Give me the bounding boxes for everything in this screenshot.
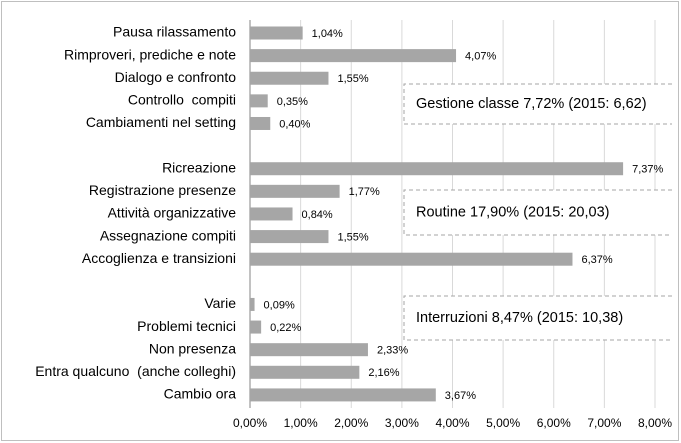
y-tick-label: Controllo compiti	[128, 92, 236, 108]
data-label: 0,09%	[264, 299, 295, 311]
bar	[250, 252, 573, 266]
x-tick-label: 3,00%	[385, 416, 419, 430]
x-tick-label: 2,00%	[334, 416, 368, 430]
bar	[250, 26, 303, 40]
data-label: 0,40%	[279, 118, 310, 130]
annotation: Routine 17,90% (2015: 20,03)	[416, 204, 609, 220]
data-label: 0,84%	[302, 209, 333, 221]
data-label: 3,67%	[445, 390, 476, 402]
data-label: 1,55%	[337, 73, 368, 85]
annotation-frame	[403, 83, 672, 125]
y-tick-label: Varie	[204, 295, 236, 311]
y-tick-label: Registrazione presenze	[89, 182, 236, 198]
bar	[250, 49, 457, 63]
y-tick-label: Problemi tecnici	[137, 318, 236, 334]
bar	[250, 116, 271, 130]
bar	[250, 162, 624, 176]
y-tick-label: Entra qualcuno (anche colleghi)	[35, 363, 236, 379]
annotation-bg	[404, 84, 672, 124]
x-tick-label: 7,00%	[587, 416, 621, 430]
y-tick-label: Rimproveri, prediche e note	[64, 46, 236, 62]
annotation-bg	[404, 296, 672, 340]
x-tick-label: 4,00%	[435, 416, 469, 430]
data-label: 0,35%	[277, 96, 308, 108]
bar	[250, 388, 436, 402]
y-tick-label: Cambio ora	[164, 386, 237, 402]
x-tick-label: 5,00%	[486, 416, 520, 430]
bar	[250, 343, 368, 357]
y-tick-label: Attività organizzative	[108, 205, 237, 221]
y-tick-label: Pausa rilassamento	[113, 24, 236, 40]
data-label: 1,77%	[349, 186, 380, 198]
bar	[250, 94, 268, 108]
y-tick-label: Assegnazione compiti	[100, 227, 236, 243]
y-tick-label: Accoglienza e transizioni	[82, 250, 236, 266]
x-tick-label: 8,00%	[638, 416, 672, 430]
data-label: 6,37%	[581, 254, 612, 266]
bar	[250, 230, 329, 244]
data-label: 2,33%	[377, 345, 408, 357]
y-tick-label: Non presenza	[149, 340, 236, 356]
bar	[250, 365, 360, 379]
annotation: Interruzioni 8,47% (2015: 10,38)	[416, 310, 623, 326]
y-tick-label: Cambiamenti nel setting	[86, 114, 236, 130]
bar	[250, 71, 329, 85]
bar	[250, 184, 340, 198]
annotation-frame	[403, 189, 672, 236]
x-tick-label: 1,00%	[284, 416, 318, 430]
x-tick-label: 0,00%	[233, 416, 267, 430]
data-label: 1,04%	[312, 28, 343, 40]
bar	[250, 297, 255, 311]
bar	[250, 207, 293, 221]
annotation-bg	[404, 190, 672, 235]
data-label: 1,55%	[337, 231, 368, 243]
data-label: 4,07%	[465, 51, 496, 63]
bar	[250, 320, 262, 334]
x-tick-label: 6,00%	[537, 416, 571, 430]
y-tick-label: Ricreazione	[162, 159, 236, 175]
data-label: 2,16%	[368, 367, 399, 379]
data-label: 0,22%	[270, 322, 301, 334]
y-tick-label: Dialogo e confronto	[115, 69, 237, 85]
data-label: 7,37%	[632, 164, 663, 176]
annotation-frame	[403, 295, 672, 341]
annotation: Gestione classe 7,72% (2015: 6,62)	[416, 96, 647, 112]
